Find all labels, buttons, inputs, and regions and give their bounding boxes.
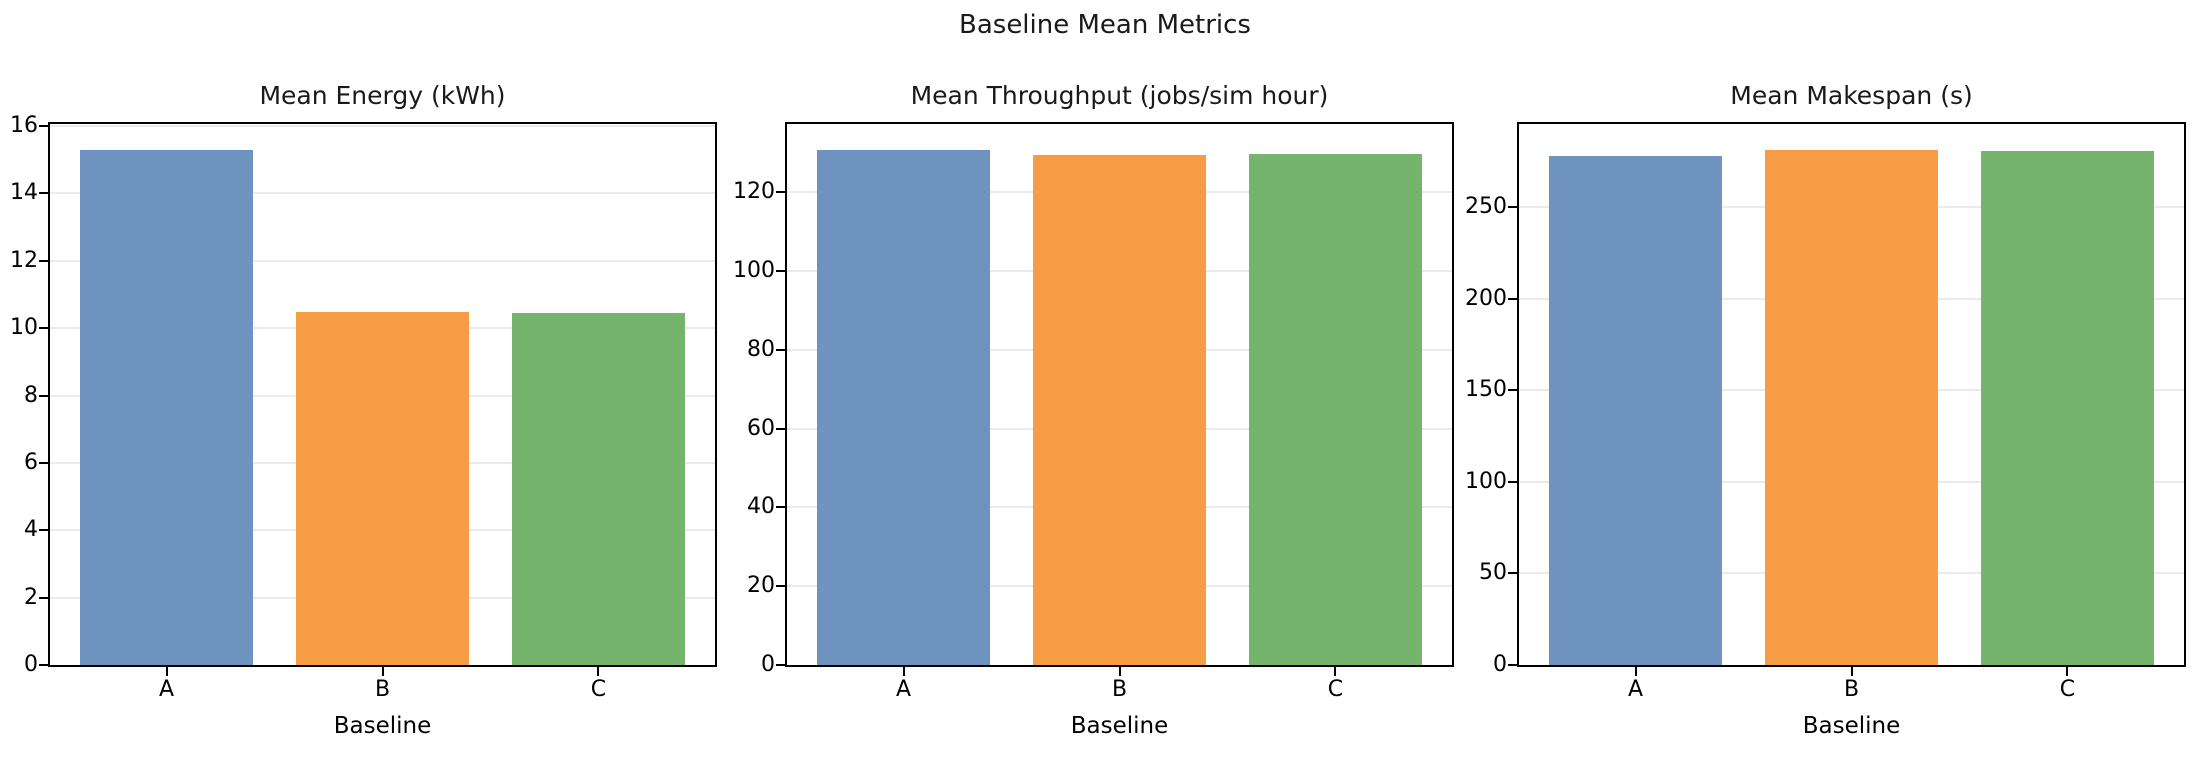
x-tick-label-b: B (374, 677, 391, 702)
x-tick-mark-c (597, 667, 600, 676)
axes-title-energy: Mean Energy (kWh) (259, 81, 506, 110)
plot-area-energy: 0 2 4 6 8 10 12 14 16 A B C (10, 113, 717, 702)
y-tick-mark-0 (39, 664, 48, 666)
x-axis-label-makespan: Baseline (1802, 713, 1901, 739)
y-tick-mark-0 (1508, 664, 1517, 666)
x-axis-label-throughput: Baseline (1070, 713, 1169, 739)
x-tick-mark-a (902, 667, 905, 676)
axes-title-makespan: Mean Makespan (s) (1730, 81, 1973, 110)
x-axis-label-energy: Baseline (333, 713, 432, 739)
y-tick-label-20: 20 (747, 573, 775, 599)
x-tick-mark-c (1334, 667, 1337, 676)
subplot-mean-throughput: Mean Throughput (jobs/sim hour) 0 20 40 60 8… (733, 81, 1454, 739)
y-tick-label-200: 200 (1465, 285, 1507, 311)
y-tick-label-80: 80 (747, 336, 775, 362)
bar-c (512, 312, 685, 665)
y-tick-mark-4 (39, 529, 48, 532)
y-tick-mark-12 (39, 259, 48, 262)
y-tick-label-12: 12 (10, 247, 38, 273)
y-tick-mark-200 (1508, 297, 1517, 300)
x-tick-mark-a (165, 667, 168, 676)
y-tick-mark-100 (776, 269, 785, 272)
x-tick-label-a: A (159, 677, 175, 702)
x-tick-mark-c (2066, 667, 2069, 676)
x-tick-label-b: B (1843, 677, 1860, 702)
y-tick-label-250: 250 (1465, 194, 1507, 220)
x-tick-mark-b (381, 667, 384, 676)
y-tick-label-40: 40 (747, 494, 775, 520)
gridline-y-16 (50, 125, 715, 128)
subplot-mean-makespan: Mean Makespan (s) 0 50 100 150 200 250 A B C Bas… (1465, 81, 2186, 739)
y-tick-mark-0 (776, 664, 785, 666)
y-tick-label-6: 6 (24, 449, 38, 475)
bar-c (1249, 153, 1422, 665)
y-tick-mark-100 (1508, 480, 1517, 483)
y-tick-mark-8 (39, 394, 48, 397)
y-tick-label-0: 0 (1493, 652, 1507, 677)
x-tick-label-b: B (1111, 677, 1128, 702)
x-tick-label-a: A (1628, 677, 1644, 702)
bar-a (817, 149, 990, 665)
y-tick-label-8: 8 (24, 382, 38, 408)
y-tick-label-60: 60 (747, 415, 775, 441)
y-tick-mark-20 (776, 585, 785, 588)
y-tick-label-150: 150 (1465, 377, 1507, 403)
y-tick-label-0: 0 (761, 652, 775, 677)
y-tick-label-2: 2 (24, 584, 38, 610)
bar-a (1549, 156, 1722, 665)
x-tick-label-c: C (2059, 677, 2076, 702)
y-tick-mark-14 (39, 192, 48, 195)
y-tick-mark-2 (39, 596, 48, 599)
axes-title-throughput: Mean Throughput (jobs/sim hour) (910, 81, 1329, 110)
x-tick-label-c: C (1327, 677, 1344, 702)
bar-a (80, 149, 253, 665)
bar-b (1765, 149, 1938, 665)
y-tick-mark-50 (1508, 572, 1517, 575)
y-tick-mark-80 (776, 348, 785, 351)
y-tick-mark-40 (776, 506, 785, 509)
x-tick-mark-a (1634, 667, 1637, 676)
y-tick-mark-60 (776, 427, 785, 430)
y-tick-mark-120 (776, 191, 785, 194)
y-tick-label-14: 14 (10, 180, 38, 206)
bar-b (296, 312, 469, 665)
y-tick-label-0: 0 (24, 652, 38, 677)
x-tick-label-a: A (896, 677, 912, 702)
y-tick-mark-16 (39, 125, 48, 128)
y-tick-mark-150 (1508, 389, 1517, 392)
figure-suptitle: Baseline Mean Metrics (959, 10, 1251, 40)
y-tick-mark-10 (39, 327, 48, 330)
subplot-mean-energy: Mean Energy (kWh) 0 2 4 6 8 10 12 14 16 A B C Basel… (10, 81, 717, 739)
x-tick-label-c: C (590, 677, 607, 702)
plot-area-makespan: 0 50 100 150 200 250 A B C (1465, 122, 2186, 702)
y-tick-label-50: 50 (1479, 560, 1507, 586)
y-tick-label-120: 120 (733, 179, 775, 205)
y-tick-mark-250 (1508, 206, 1517, 209)
bar-c (1981, 151, 2154, 665)
y-tick-label-10: 10 (10, 315, 38, 341)
y-tick-label-16: 16 (10, 113, 38, 139)
y-tick-label-100: 100 (733, 257, 775, 283)
y-tick-mark-6 (39, 461, 48, 464)
x-tick-mark-b (1118, 667, 1121, 676)
plot-area-throughput: 0 20 40 60 80 100 120 A B C (733, 122, 1454, 702)
bar-b (1033, 155, 1206, 665)
y-tick-label-100: 100 (1465, 468, 1507, 494)
y-tick-label-4: 4 (24, 517, 38, 543)
x-tick-mark-b (1850, 667, 1853, 676)
